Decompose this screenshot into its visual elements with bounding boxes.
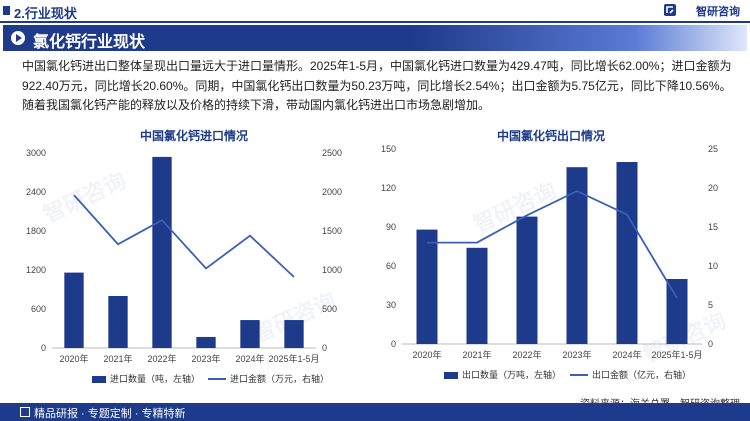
page-title: 氯化钙行业现状	[33, 34, 146, 51]
section-label: 2.行业现状	[14, 6, 77, 21]
x-tick-label: 2025年1-5月	[651, 349, 702, 360]
summary-paragraph: 中国氯化钙进出口整体呈现出口量远大于进口量情形。2025年1-5月，中国氯化钙进…	[22, 59, 732, 112]
import-chart-title: 中国氯化钙进口情况	[140, 129, 249, 143]
x-tick-label: 2023年	[191, 353, 220, 364]
y-left-tick-label: 3000	[26, 148, 46, 158]
x-tick-label: 2024年	[235, 353, 264, 364]
x-tick-label: 2020年	[59, 353, 88, 364]
legend-swatch-bar	[92, 376, 106, 383]
legend-label-bar: 出口数量（万吨，左轴）	[462, 369, 561, 380]
y-right-tick-label: 1000	[322, 265, 342, 275]
y-left-tick-label: 120	[381, 183, 396, 193]
top-bar: 2.行业现状 智研咨询	[0, 0, 750, 22]
divider	[0, 21, 750, 23]
x-tick-label: 2021年	[103, 353, 132, 364]
legend-label-bar: 进口数量（吨，左轴）	[110, 373, 200, 384]
legend-swatch-bar	[444, 372, 458, 379]
chart-bar	[516, 216, 538, 344]
x-tick-label: 2021年	[462, 349, 491, 360]
chart-bar	[616, 162, 638, 344]
y-right-tick-label: 1500	[322, 226, 342, 236]
y-left-tick-label: 600	[31, 304, 46, 314]
legend-label-line: 出口金额（亿元，右轴）	[592, 369, 691, 380]
legend-label-line: 进口金额（万元，右轴）	[230, 373, 329, 384]
chart-line	[427, 190, 678, 299]
x-tick-label: 2020年	[412, 349, 441, 360]
x-tick-label: 2024年	[612, 349, 641, 360]
chart-bar	[416, 229, 438, 344]
logo-icon	[664, 4, 676, 16]
y-right-tick-label: 0	[708, 339, 713, 349]
chart-bar	[666, 279, 688, 344]
footer-bar: 精品研报 · 专题定制 · 专精特新	[0, 403, 750, 421]
book-icon	[20, 407, 30, 417]
y-right-tick-label: 2000	[322, 187, 342, 197]
y-left-tick-label: 2400	[26, 187, 46, 197]
y-left-tick-label: 30	[386, 300, 396, 310]
arrow-icon	[11, 31, 25, 45]
y-left-tick-label: 0	[391, 339, 396, 349]
x-tick-label: 2022年	[512, 349, 541, 360]
export-chart-title: 中国氯化钙出口情况	[497, 129, 606, 143]
chart-bar	[466, 247, 488, 344]
y-right-tick-label: 20	[708, 183, 718, 193]
export-chart: 0 30 60 90 120 150 0 5 10 15 20 25 2020年 2021年 2022年 20…	[381, 144, 718, 380]
logo-text: 智研咨询	[696, 6, 740, 18]
y-right-tick-label: 5	[708, 300, 713, 310]
chart-bar	[108, 296, 128, 348]
x-tick-label: 2022年	[147, 353, 176, 364]
y-right-tick-label: 25	[708, 144, 718, 154]
chart-bar	[240, 320, 260, 348]
chart-line	[73, 194, 295, 278]
chart-bar	[566, 167, 588, 344]
x-tick-label: 2023年	[562, 349, 591, 360]
y-left-tick-label: 1200	[26, 265, 46, 275]
y-right-tick-label: 500	[322, 304, 337, 314]
chart-bar	[64, 272, 84, 348]
section-marker-icon	[3, 6, 10, 15]
y-left-tick-label: 60	[386, 261, 396, 271]
x-tick-label: 2025年1-5月	[268, 353, 319, 364]
y-right-tick-label: 0	[322, 343, 327, 353]
chart-bar	[284, 320, 304, 348]
y-left-tick-label: 0	[41, 343, 46, 353]
y-left-tick-label: 150	[381, 144, 396, 154]
title-bar: 氯化钙行业现状	[3, 25, 747, 51]
y-left-tick-label: 1800	[26, 226, 46, 236]
chart-bar	[152, 156, 172, 348]
footer-text: 精品研报 · 专题定制 · 专精特新	[34, 408, 186, 420]
y-right-tick-label: 2500	[322, 148, 342, 158]
y-right-tick-label: 10	[708, 261, 718, 271]
import-chart: 0 600 1200 1800 2400 3000 0 500 1000 1500 2000 2500…	[26, 148, 342, 384]
y-right-tick-label: 15	[708, 222, 718, 232]
y-left-tick-label: 90	[386, 222, 396, 232]
chart-bar	[196, 336, 216, 348]
